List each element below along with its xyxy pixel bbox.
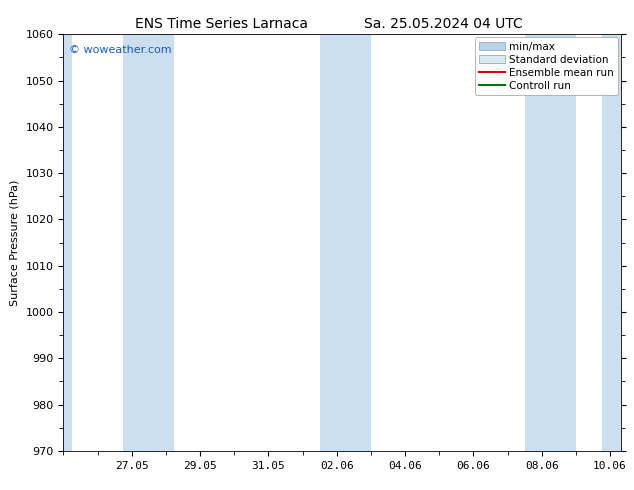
Bar: [524, 34, 576, 451]
Legend: min/max, Standard deviation, Ensemble mean run, Controll run: min/max, Standard deviation, Ensemble me…: [475, 37, 618, 95]
Y-axis label: Surface Pressure (hPa): Surface Pressure (hPa): [10, 179, 20, 306]
Text: Sa. 25.05.2024 04 UTC: Sa. 25.05.2024 04 UTC: [365, 17, 523, 31]
Bar: [63, 34, 72, 451]
Bar: [602, 34, 621, 451]
Text: © woweather.com: © woweather.com: [69, 45, 172, 55]
Text: ENS Time Series Larnaca: ENS Time Series Larnaca: [136, 17, 308, 31]
Bar: [123, 34, 174, 451]
Bar: [320, 34, 371, 451]
